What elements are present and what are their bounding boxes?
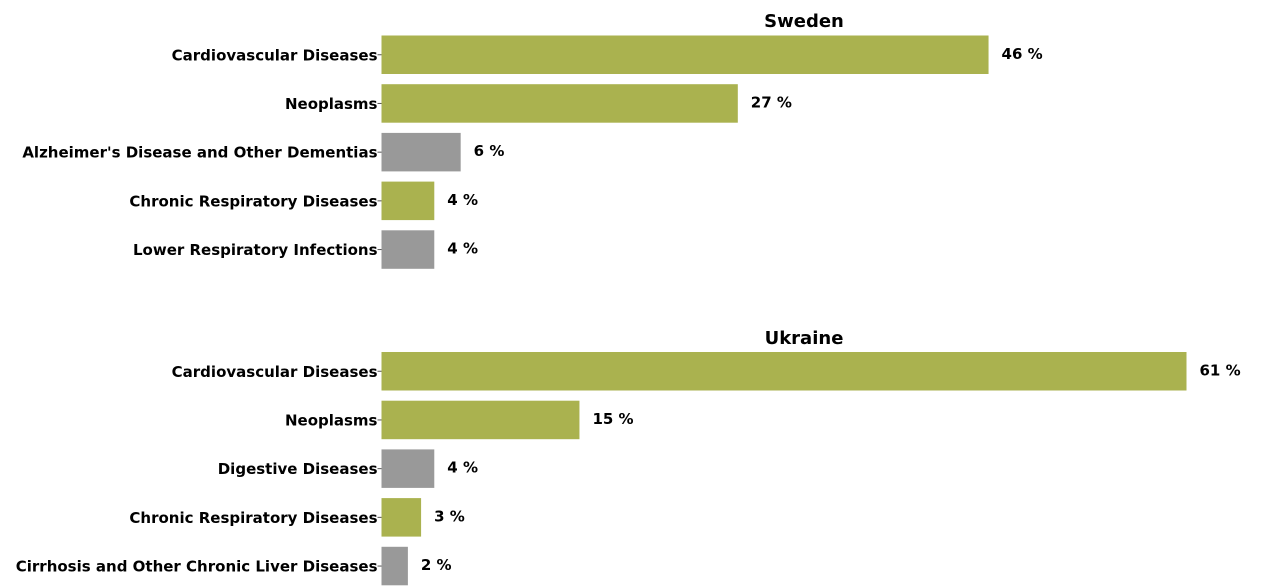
category-label: Alzheimer's Disease and Other Dementias [22, 144, 377, 162]
bar-alzheimer-s-disease-and-other-dementias [381, 132, 461, 172]
category-label: Cirrhosis and Other Chronic Liver Diseas… [16, 558, 378, 576]
panel-title-ukraine: Ukraine [765, 328, 844, 349]
category-label: Lower Respiratory Infections [133, 241, 378, 259]
value-label: 4 % [447, 459, 478, 477]
value-label: 4 % [447, 191, 478, 209]
category-label: Neoplasms [285, 411, 378, 429]
category-label: Neoplasms [285, 95, 378, 113]
category-label: Chronic Respiratory Diseases [129, 192, 377, 210]
ukraine-panel: Ukraine Cardiovascular Diseases 61 % Neopl… [16, 328, 1241, 586]
category-label: Cardiovascular Diseases [172, 46, 378, 64]
value-label: 46 % [1002, 45, 1043, 63]
value-label: 3 % [434, 507, 465, 525]
value-label: 2 % [421, 556, 452, 574]
bar-cardiovascular-diseases [381, 35, 989, 74]
sweden-panel: Sweden Cardiovascular Diseases 46 % Neopla… [22, 11, 1043, 269]
bar-chronic-respiratory-diseases [381, 498, 422, 537]
category-label: Chronic Respiratory Diseases [129, 509, 377, 527]
bar-chronic-respiratory-diseases [381, 181, 435, 221]
panel-title-sweden: Sweden [764, 11, 844, 32]
value-label: 27 % [751, 93, 792, 111]
bar-cirrhosis-and-other-chronic-liver-diseases [381, 546, 408, 586]
bar-neoplasms [381, 84, 738, 123]
bar-digestive-diseases [381, 449, 435, 488]
value-label: 6 % [474, 142, 505, 160]
bar-neoplasms [381, 400, 580, 440]
value-label: 4 % [447, 240, 478, 258]
bar-lower-respiratory-infections [381, 230, 435, 269]
category-label: Cardiovascular Diseases [172, 363, 378, 381]
value-label: 61 % [1200, 361, 1241, 379]
bar-cardiovascular-diseases [381, 352, 1187, 391]
value-label: 15 % [592, 410, 633, 428]
category-label: Digestive Diseases [218, 460, 378, 478]
